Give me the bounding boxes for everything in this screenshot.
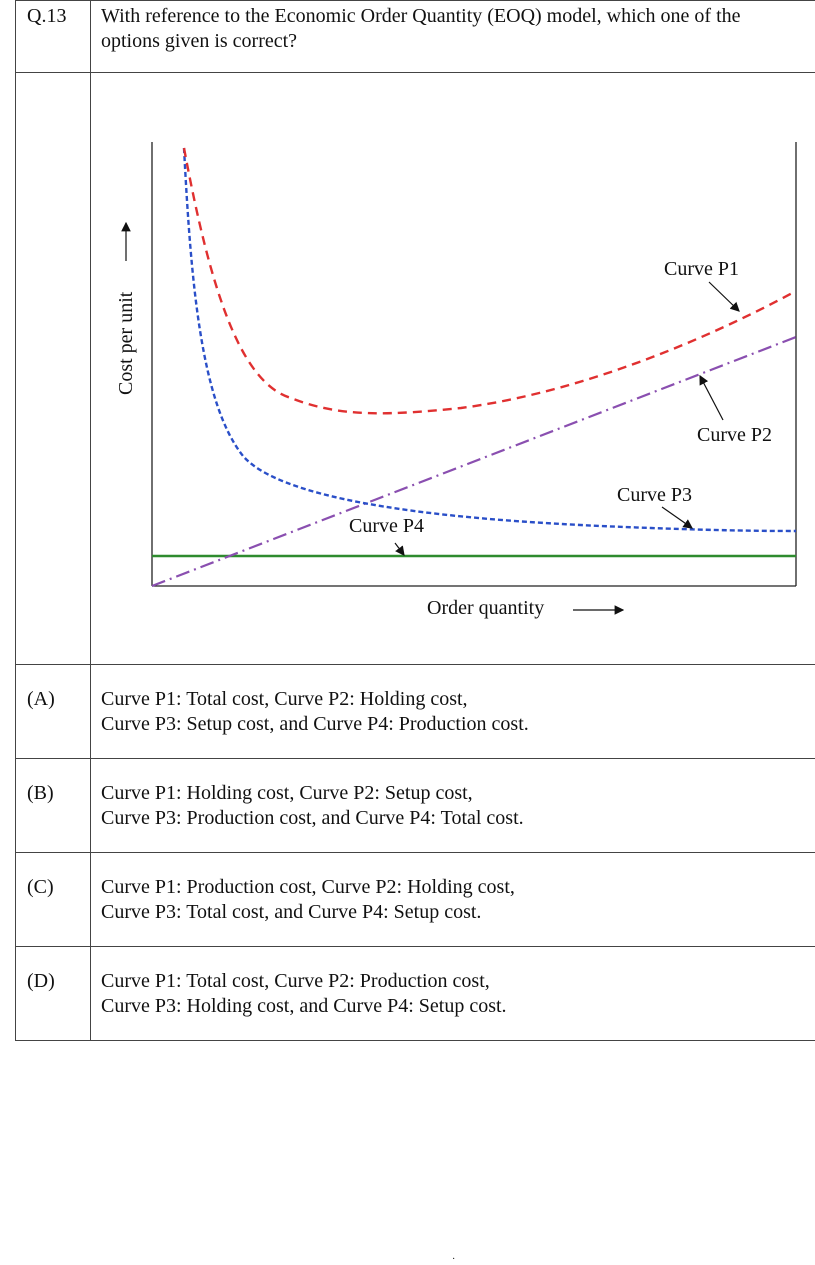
- question-table: Q.13 With reference to the Economic Orde…: [15, 0, 815, 1041]
- option-text-line-2: Curve P3: Total cost, and Curve P4: Setu…: [101, 900, 815, 925]
- label-curve-p2: Curve P2: [697, 424, 772, 446]
- label-curve-p3: Curve P3: [617, 484, 692, 506]
- option-text-line-2: Curve P3: Setup cost, and Curve P4: Prod…: [101, 712, 815, 737]
- option-label: (A): [16, 665, 91, 759]
- option-text: Curve P1: Holding cost, Curve P2: Setup …: [91, 759, 815, 853]
- arrow-curve-p3: [662, 507, 692, 528]
- option-label: (D): [16, 947, 91, 1041]
- arrow-curve-p1: [709, 282, 739, 311]
- series-curve-p2: [152, 337, 796, 586]
- question-text: With reference to the Economic Order Qua…: [91, 1, 815, 73]
- eoq-chart: Curve P1 Curve P2 Curve P3 Curve P4 Orde…: [91, 73, 815, 657]
- y-axis-label: Cost per unit: [115, 291, 137, 395]
- option-text-line-1: Curve P1: Production cost, Curve P2: Hol…: [101, 875, 815, 900]
- option-text-line-1: Curve P1: Total cost, Curve P2: Producti…: [101, 969, 815, 994]
- question-row: Q.13 With reference to the Economic Orde…: [16, 1, 815, 73]
- arrow-curve-p2: [700, 376, 723, 420]
- figure-row: Curve P1 Curve P2 Curve P3 Curve P4 Orde…: [16, 73, 815, 665]
- option-label: (C): [16, 853, 91, 947]
- label-curve-p4: Curve P4: [349, 515, 424, 537]
- series-curve-p3: [184, 148, 796, 531]
- option-row-c: (C) Curve P1: Production cost, Curve P2:…: [16, 853, 815, 947]
- option-row-a: (A) Curve P1: Total cost, Curve P2: Hold…: [16, 665, 815, 759]
- option-row-b: (B) Curve P1: Holding cost, Curve P2: Se…: [16, 759, 815, 853]
- option-text: Curve P1: Total cost, Curve P2: Holding …: [91, 665, 815, 759]
- option-text: Curve P1: Production cost, Curve P2: Hol…: [91, 853, 815, 947]
- page-mark: ·: [452, 1254, 455, 1265]
- figure-row-blank-cell: [16, 73, 91, 665]
- question-text-line-2: options given is correct?: [101, 29, 815, 54]
- option-text: Curve P1: Total cost, Curve P2: Producti…: [91, 947, 815, 1041]
- option-row-d: (D) Curve P1: Total cost, Curve P2: Prod…: [16, 947, 815, 1041]
- arrow-curve-p4: [395, 543, 404, 555]
- figure-cell: Curve P1 Curve P2 Curve P3 Curve P4 Orde…: [91, 73, 815, 665]
- label-curve-p1: Curve P1: [664, 258, 739, 280]
- option-text-line-1: Curve P1: Holding cost, Curve P2: Setup …: [101, 781, 815, 806]
- option-text-line-2: Curve P3: Production cost, and Curve P4:…: [101, 806, 815, 831]
- option-label: (B): [16, 759, 91, 853]
- question-text-line-1: With reference to the Economic Order Qua…: [101, 4, 815, 29]
- option-text-line-1: Curve P1: Total cost, Curve P2: Holding …: [101, 687, 815, 712]
- question-number: Q.13: [16, 1, 91, 73]
- x-axis-label: Order quantity: [427, 597, 544, 619]
- option-text-line-2: Curve P3: Holding cost, and Curve P4: Se…: [101, 994, 815, 1019]
